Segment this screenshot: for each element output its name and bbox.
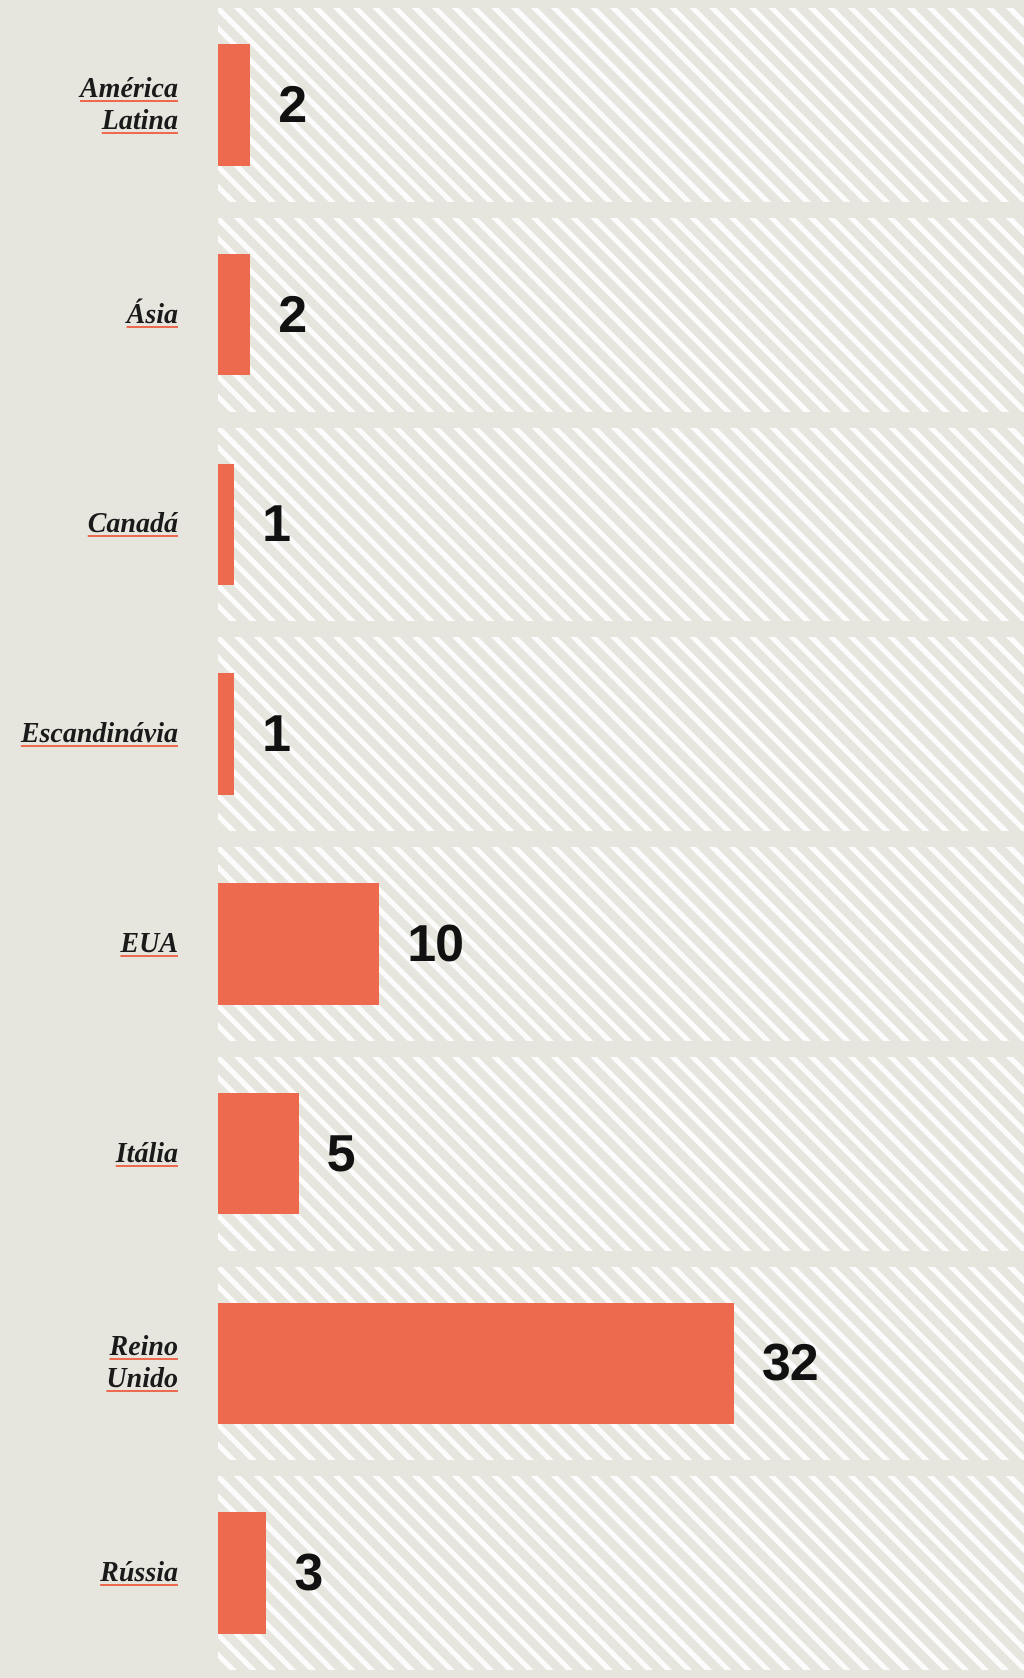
category-label: Ásia <box>127 299 178 331</box>
bar <box>218 1093 299 1215</box>
bar-chart: AméricaLatina2Ásia2Canadá1Escandinávia1E… <box>0 0 1024 1678</box>
bar <box>218 254 250 376</box>
value-label: 32 <box>762 1333 818 1393</box>
bar-wrap: 3 <box>218 1512 1024 1634</box>
plot-area: 10 <box>218 839 1024 1049</box>
label-column: Canadá <box>0 420 218 630</box>
value-label: 2 <box>278 285 306 345</box>
plot-area: 2 <box>218 0 1024 210</box>
value-label: 2 <box>278 75 306 135</box>
bar <box>218 1303 734 1425</box>
bar-wrap: 1 <box>218 464 1024 586</box>
category-label: Canadá <box>88 508 178 540</box>
chart-row: Itália 5 <box>0 1049 1024 1259</box>
chart-row: Ásia 2 <box>0 210 1024 420</box>
bar-wrap: 2 <box>218 254 1024 376</box>
chart-row: EUA 10 <box>0 839 1024 1049</box>
bar <box>218 673 234 795</box>
label-column: Rússia <box>0 1468 218 1678</box>
chart-row: Canadá 1 <box>0 420 1024 630</box>
category-label: EUA <box>120 928 178 960</box>
category-label: ReinoUnido <box>106 1331 178 1395</box>
chart-row: Rússia 3 <box>0 1468 1024 1678</box>
value-label: 3 <box>294 1543 322 1603</box>
plot-area: 1 <box>218 420 1024 630</box>
value-label: 10 <box>407 914 463 974</box>
plot-area: 3 <box>218 1468 1024 1678</box>
chart-row: ReinoUnido 32 <box>0 1259 1024 1469</box>
bar <box>218 464 234 586</box>
bar-wrap: 2 <box>218 44 1024 166</box>
value-label: 1 <box>262 494 290 554</box>
label-column: AméricaLatina <box>0 0 218 210</box>
bar-wrap: 32 <box>218 1303 1024 1425</box>
category-label: Itália <box>116 1138 178 1170</box>
chart-row: Escandinávia 1 <box>0 629 1024 839</box>
label-column: EUA <box>0 839 218 1049</box>
label-column: Itália <box>0 1049 218 1259</box>
value-label: 5 <box>327 1124 355 1184</box>
category-label: AméricaLatina <box>80 73 178 137</box>
bar <box>218 1512 266 1634</box>
label-column: Escandinávia <box>0 629 218 839</box>
plot-area: 32 <box>218 1259 1024 1469</box>
plot-area: 5 <box>218 1049 1024 1259</box>
bar-wrap: 5 <box>218 1093 1024 1215</box>
chart-row: AméricaLatina 2 <box>0 0 1024 210</box>
label-column: Ásia <box>0 210 218 420</box>
category-label: Rússia <box>100 1557 178 1589</box>
plot-area: 2 <box>218 210 1024 420</box>
bar <box>218 44 250 166</box>
bar <box>218 883 379 1005</box>
label-column: ReinoUnido <box>0 1259 218 1469</box>
bar-wrap: 10 <box>218 883 1024 1005</box>
value-label: 1 <box>262 704 290 764</box>
plot-area: 1 <box>218 629 1024 839</box>
category-label: Escandinávia <box>21 718 178 750</box>
bar-wrap: 1 <box>218 673 1024 795</box>
